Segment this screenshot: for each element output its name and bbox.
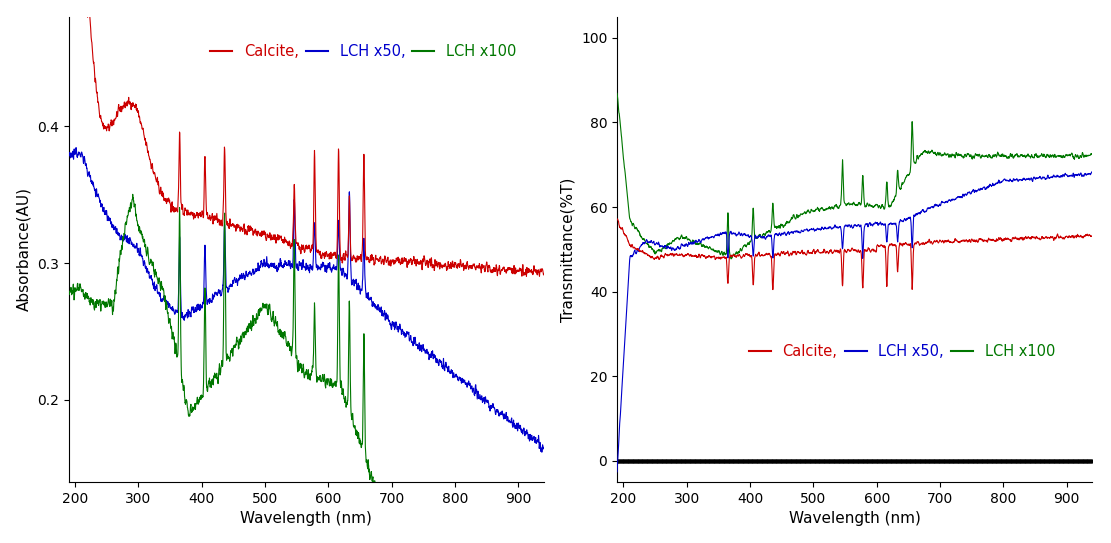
Y-axis label: Absorbance(AU): Absorbance(AU) bbox=[17, 187, 32, 311]
Legend: Calcite,, LCH x50,, LCH x100: Calcite,, LCH x50,, LCH x100 bbox=[743, 338, 1061, 365]
Legend: Calcite,, LCH x50,, LCH x100: Calcite,, LCH x50,, LCH x100 bbox=[204, 38, 522, 65]
X-axis label: Wavelength (nm): Wavelength (nm) bbox=[789, 512, 921, 526]
Y-axis label: Transmittance(%T): Transmittance(%T) bbox=[560, 177, 575, 321]
X-axis label: Wavelength (nm): Wavelength (nm) bbox=[240, 512, 372, 526]
